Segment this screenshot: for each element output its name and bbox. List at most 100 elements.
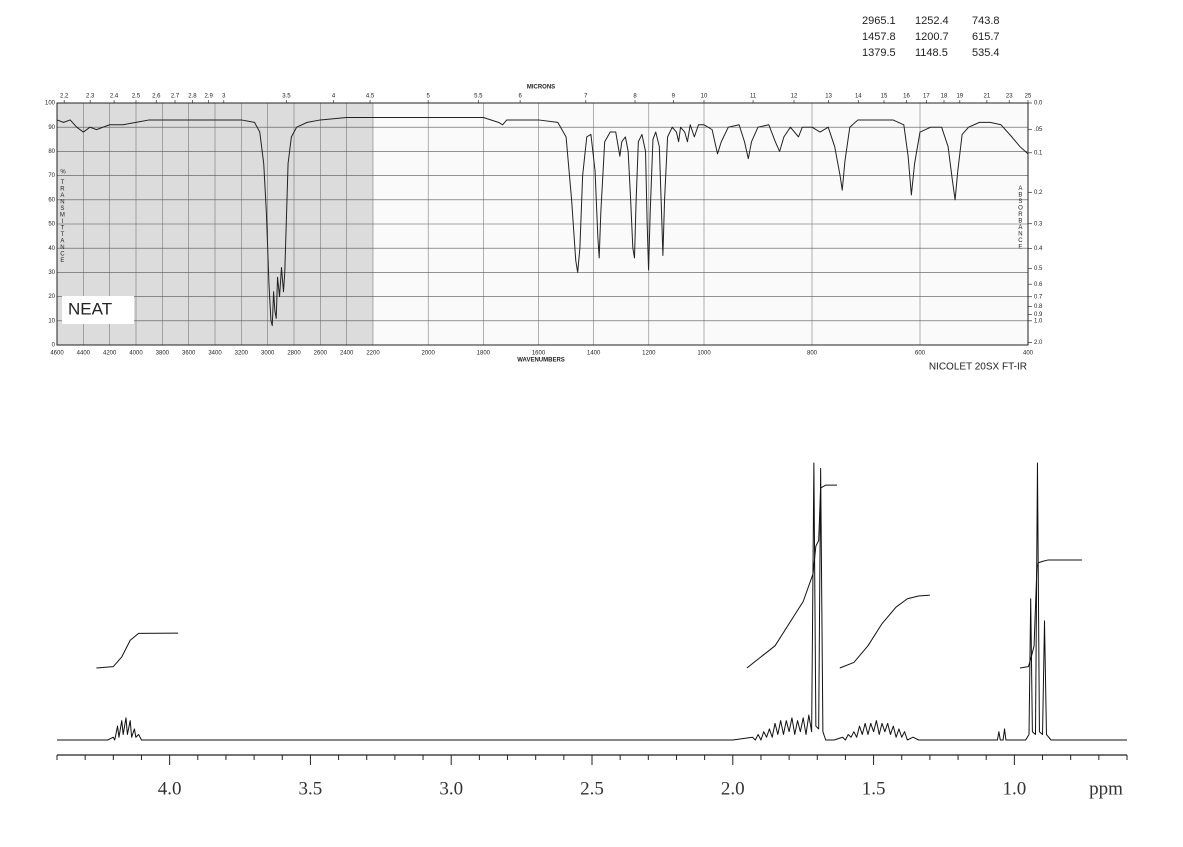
x2-axis-title: MICRONS <box>527 85 555 91</box>
x-tick-label: 800 <box>807 351 818 357</box>
y2-tick-label: 0.1 <box>1034 150 1043 156</box>
x2-tick-label: 16 <box>903 94 910 100</box>
x-tick-label: 3800 <box>156 351 170 357</box>
instrument: NICOLET 20SX FT-IR <box>929 362 1027 373</box>
peak: 1200.7 <box>915 31 949 43</box>
x2-tick-label: 5 <box>426 94 430 100</box>
y2-tick-label: 0.8 <box>1034 304 1043 310</box>
annotation: NEAT <box>68 299 112 318</box>
x-tick-label: 1400 <box>587 351 601 357</box>
y-tick-label: 90 <box>48 125 55 131</box>
y-tick-label: 20 <box>48 294 55 300</box>
y-axis-title: TRANSMITTANCE <box>59 180 65 265</box>
peak: 1148.5 <box>915 47 948 59</box>
x2-tick-label: 9 <box>672 94 676 100</box>
y2-tick-label: 0.3 <box>1034 221 1043 227</box>
x2-tick-label: 2.2 <box>60 94 69 100</box>
x-axis-title: ppm <box>1089 778 1123 799</box>
y2-tick-label: 0.7 <box>1034 294 1043 300</box>
peak: 535.4 <box>972 47 1000 59</box>
spectrum-line <box>57 462 1127 741</box>
spectrum-line <box>56 117 1029 327</box>
x-tick-label: 2.0 <box>721 778 745 799</box>
x-tick-label: 4200 <box>103 351 117 357</box>
y-tick-label: 50 <box>48 222 55 228</box>
x2-tick-label: 14 <box>855 94 862 100</box>
spectrum-line <box>839 594 930 669</box>
x-tick-label: 2200 <box>366 351 380 357</box>
y-tick-label: 70 <box>48 173 55 179</box>
x2-tick-label: 12 <box>791 94 798 100</box>
x2-tick-label: 21 <box>984 94 991 100</box>
plot-frame <box>56 102 1029 346</box>
y2-tick-label: 0.0 <box>1034 101 1043 107</box>
x2-tick-label: 13 <box>825 94 832 100</box>
y-tick-label: 80 <box>48 149 55 155</box>
y2-tick-label: 0.2 <box>1034 190 1043 196</box>
x2-tick-label: 10 <box>701 94 708 100</box>
x2-tick-label: 2.8 <box>188 94 197 100</box>
x-tick-label: 1.5 <box>862 778 886 799</box>
peak: 743.8 <box>972 15 1000 27</box>
x-tick-label: 1800 <box>477 351 491 357</box>
x2-tick-label: 23 <box>1006 94 1013 100</box>
x-axis-title: WAVENUMBERS <box>517 358 565 364</box>
x2-tick-label: 2.5 <box>132 94 141 100</box>
x2-tick-label: 5.5 <box>474 94 483 100</box>
spectrum-line <box>1019 559 1082 669</box>
x-tick-label: 2800 <box>287 351 301 357</box>
x2-tick-label: 19 <box>956 94 963 100</box>
x2-tick-label: 3 <box>222 94 226 100</box>
peak: 615.7 <box>972 31 1000 43</box>
x-tick-label: 1.0 <box>1002 778 1026 799</box>
x2-tick-label: 6 <box>518 94 522 100</box>
x2-tick-label: 8 <box>633 94 637 100</box>
x-tick-label: 1200 <box>642 351 656 357</box>
y2-tick-label: 0.4 <box>1034 246 1043 252</box>
y-tick-label: 10 <box>48 318 55 324</box>
peak: 1379.5 <box>862 47 896 59</box>
x2-tick-label: 15 <box>881 94 888 100</box>
x-tick-label: 3000 <box>261 351 275 357</box>
x-tick-label: 4.0 <box>158 778 182 799</box>
x2-tick-label: 2.6 <box>152 94 161 100</box>
x-tick-label: 2600 <box>314 351 328 357</box>
y-tick-label: 60 <box>48 197 55 203</box>
peak: 2965.1 <box>862 15 896 27</box>
x-tick-label: 4400 <box>77 351 91 357</box>
x2-tick-label: 25 <box>1025 94 1032 100</box>
x-tick-label: 3400 <box>208 351 222 357</box>
x-tick-label: 1600 <box>532 351 546 357</box>
x2-tick-label: 3.5 <box>282 94 291 100</box>
y2-tick-label: 1.0 <box>1034 318 1043 324</box>
x2-tick-label: 7 <box>584 94 588 100</box>
y2-tick-label: 0.6 <box>1034 282 1043 288</box>
x-tick-label: 1000 <box>697 351 711 357</box>
x-tick-label: 2000 <box>421 351 435 357</box>
x-tick-label: 3.0 <box>439 778 463 799</box>
y2-tick-label: .05 <box>1034 127 1043 133</box>
x-tick-label: 600 <box>915 351 926 357</box>
x-tick-label: 2400 <box>340 351 354 357</box>
x2-tick-label: 2.4 <box>110 94 119 100</box>
x2-tick-label: 4 <box>332 94 336 100</box>
x-tick-label: 4600 <box>50 351 64 357</box>
peak: 1457.8 <box>862 31 896 43</box>
x2-tick-label: 18 <box>941 94 948 100</box>
x2-tick-label: 2.9 <box>204 94 213 100</box>
x-tick-label: 400 <box>1023 351 1034 357</box>
y-tick-label: 0 <box>52 343 56 349</box>
x2-tick-label: 11 <box>750 94 757 100</box>
y-axis-unit: % <box>60 170 66 176</box>
y2-tick-label: 0.5 <box>1034 266 1043 272</box>
spectrum-line <box>96 632 179 669</box>
x-tick-label: 3600 <box>182 351 196 357</box>
x2-tick-label: 17 <box>923 94 930 100</box>
spectrum-line <box>746 484 837 669</box>
annotation-box <box>62 296 134 324</box>
x2-tick-label: 2.7 <box>171 94 180 100</box>
y2-tick-label: 2.0 <box>1034 340 1043 346</box>
x2-tick-label: 2.3 <box>86 94 95 100</box>
